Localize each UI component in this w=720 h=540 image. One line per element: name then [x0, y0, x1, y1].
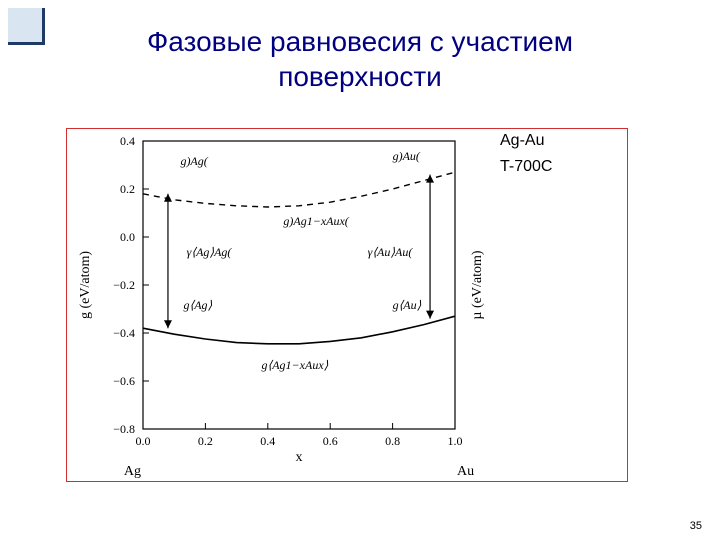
phase-chart: 0.0 0.2 0.4 0.6 0.8 1.0 −0.8 −0.6 −0.4 −0.2 0.0 0.2… [71, 131, 491, 479]
svg-text:x: x [296, 450, 303, 465]
slide-title: Фазовые равновесия с участием поверхност… [0, 24, 720, 94]
page-number: 35 [690, 520, 702, 532]
svg-text:g⟨Au⟩: g⟨Au⟩ [393, 298, 422, 312]
svg-text:g)Ag1−xAux(: g)Ag1−xAux( [283, 214, 349, 228]
svg-text:γ⟨Au⟩Au(: γ⟨Au⟩Au( [368, 245, 414, 259]
svg-text:µ (eV/atom): µ (eV/atom) [470, 250, 485, 319]
svg-text:0.0: 0.0 [136, 434, 151, 448]
svg-text:0.8: 0.8 [385, 434, 400, 448]
svg-text:0.0: 0.0 [120, 230, 135, 244]
svg-text:g)Ag(: g)Ag( [180, 154, 208, 168]
svg-text:−0.8: −0.8 [113, 422, 135, 436]
chart-area: 0.0 0.2 0.4 0.6 0.8 1.0 −0.8 −0.6 −0.4 −0.2 0.0 0.2… [71, 131, 491, 479]
svg-text:0.2: 0.2 [120, 182, 135, 196]
svg-text:0.4: 0.4 [120, 134, 135, 148]
svg-text:Ag: Ag [124, 464, 141, 479]
side-annotations: Ag-Au T-700C [500, 132, 552, 184]
title-line-2: поверхности [278, 61, 442, 92]
svg-text:g⟨Ag1−xAux⟩: g⟨Ag1−xAux⟩ [262, 358, 329, 372]
svg-text:Au: Au [457, 464, 474, 479]
svg-text:1.0: 1.0 [448, 434, 463, 448]
svg-text:γ⟨Ag⟩Ag(: γ⟨Ag⟩Ag( [187, 245, 233, 259]
svg-text:−0.6: −0.6 [113, 374, 135, 388]
svg-text:0.2: 0.2 [198, 434, 213, 448]
svg-text:0.4: 0.4 [260, 434, 275, 448]
svg-text:0.6: 0.6 [323, 434, 338, 448]
svg-text:g⟨Ag⟩: g⟨Ag⟩ [184, 298, 213, 312]
svg-text:−0.2: −0.2 [113, 278, 135, 292]
title-line-1: Фазовые равновесия с участием [147, 26, 573, 57]
temperature-label: T-700C [500, 158, 552, 176]
system-label: Ag-Au [500, 132, 552, 150]
svg-text:g)Au(: g)Au( [393, 149, 421, 163]
svg-text:−0.4: −0.4 [113, 326, 135, 340]
svg-text:g (eV/atom): g (eV/atom) [78, 251, 93, 319]
